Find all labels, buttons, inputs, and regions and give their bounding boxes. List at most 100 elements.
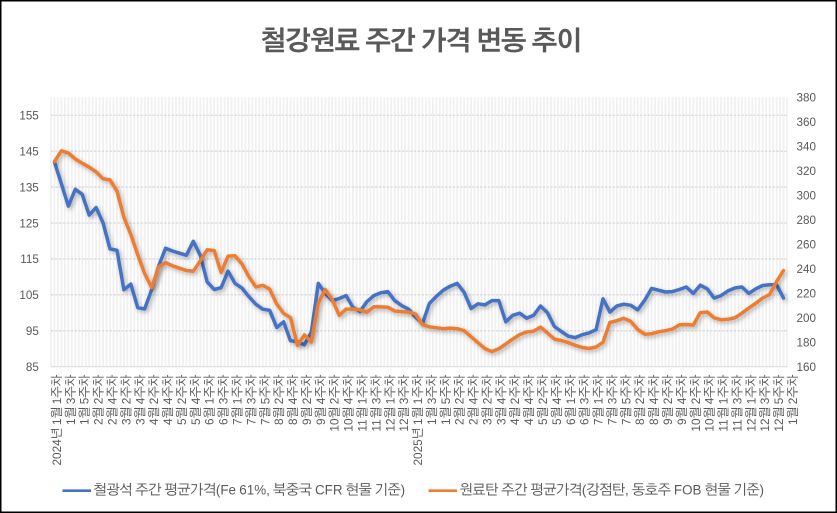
svg-text:3: 3 [605, 397, 619, 404]
svg-text:2: 2 [175, 398, 189, 405]
svg-text:3: 3 [494, 418, 508, 425]
svg-text:1: 1 [231, 398, 245, 405]
svg-text:1: 1 [592, 398, 606, 405]
svg-text:5: 5 [189, 418, 203, 425]
svg-text:9: 9 [661, 418, 675, 425]
svg-text:1: 1 [564, 398, 578, 405]
svg-text:340: 340 [797, 141, 817, 154]
svg-text:1: 1 [50, 418, 64, 425]
svg-text:8: 8 [647, 418, 661, 425]
svg-text:95: 95 [26, 325, 39, 338]
svg-text:2: 2 [467, 418, 481, 425]
svg-text:3: 3 [133, 418, 147, 425]
svg-text:8: 8 [272, 418, 286, 425]
svg-text:2: 2 [453, 398, 467, 405]
svg-text:10: 10 [689, 418, 703, 432]
svg-text:4: 4 [133, 397, 147, 404]
svg-text:2: 2 [661, 398, 675, 405]
svg-text:3: 3 [244, 397, 258, 404]
svg-text:1: 1 [383, 398, 397, 405]
svg-text:4: 4 [522, 418, 536, 425]
svg-text:1: 1 [786, 418, 800, 425]
svg-text:6: 6 [217, 418, 231, 425]
svg-text:7: 7 [592, 418, 606, 425]
svg-text:12: 12 [383, 418, 397, 431]
svg-text:2: 2 [481, 398, 495, 405]
svg-text:9: 9 [300, 418, 314, 425]
svg-text:200: 200 [797, 312, 817, 325]
svg-text:11: 11 [356, 419, 370, 431]
svg-text:2: 2 [92, 418, 106, 425]
svg-text:1: 1 [356, 398, 370, 405]
svg-text:145: 145 [19, 145, 38, 158]
svg-text:1: 1 [78, 418, 92, 425]
svg-text:): ) [401, 483, 405, 498]
svg-text:5: 5 [175, 418, 189, 425]
svg-text:280: 280 [797, 214, 817, 227]
svg-text:7: 7 [231, 418, 245, 425]
svg-text:3: 3 [758, 397, 772, 404]
svg-text:220: 220 [797, 288, 817, 301]
svg-text:1: 1 [425, 418, 439, 425]
svg-text:4: 4 [161, 418, 175, 425]
svg-text:3: 3 [481, 418, 495, 425]
svg-text:115: 115 [20, 253, 39, 266]
svg-text:5: 5 [550, 418, 564, 425]
svg-text:2: 2 [106, 418, 120, 425]
svg-text:3: 3 [64, 397, 78, 404]
svg-text:CFR: CFR [315, 483, 343, 498]
svg-text:9: 9 [314, 418, 328, 425]
svg-text:2: 2 [147, 398, 161, 405]
svg-text:11: 11 [730, 419, 744, 431]
svg-text:105: 105 [19, 289, 38, 302]
svg-text:4: 4 [161, 397, 175, 404]
svg-text:2: 2 [300, 398, 314, 405]
svg-text:6: 6 [203, 418, 217, 425]
svg-text:7: 7 [244, 418, 258, 425]
svg-text:,: , [625, 483, 629, 498]
svg-text:3: 3 [578, 397, 592, 404]
svg-text:1: 1 [50, 398, 64, 405]
svg-text:155: 155 [19, 110, 38, 123]
svg-text:5: 5 [439, 397, 453, 404]
svg-text:1: 1 [411, 418, 425, 425]
svg-text:4: 4 [147, 418, 161, 425]
svg-text:12: 12 [744, 418, 758, 431]
svg-text:1: 1 [64, 418, 78, 425]
svg-text:4: 4 [467, 397, 481, 404]
svg-text:240: 240 [797, 263, 817, 276]
svg-text:2: 2 [119, 398, 133, 405]
svg-text:3: 3 [397, 397, 411, 404]
svg-text:(Fe: (Fe [216, 483, 236, 498]
svg-text:2: 2 [536, 398, 550, 405]
svg-text:4: 4 [550, 397, 564, 404]
svg-text:6: 6 [564, 418, 578, 425]
svg-text:3: 3 [119, 418, 133, 425]
svg-text:2: 2 [689, 398, 703, 405]
svg-text:10: 10 [342, 418, 356, 432]
svg-text:8: 8 [286, 418, 300, 425]
svg-text:2: 2 [92, 398, 106, 405]
svg-text:380: 380 [797, 92, 817, 105]
svg-text:5: 5 [78, 397, 92, 404]
svg-text:2: 2 [272, 398, 286, 405]
svg-text:2: 2 [453, 418, 467, 425]
svg-text:1: 1 [411, 398, 425, 405]
svg-text:11: 11 [717, 419, 731, 431]
svg-text:10: 10 [328, 418, 342, 432]
svg-text:5: 5 [772, 397, 786, 404]
svg-text:4: 4 [703, 397, 717, 404]
svg-text:1: 1 [717, 398, 731, 405]
svg-text:3: 3 [369, 397, 383, 404]
svg-text:3: 3 [425, 397, 439, 404]
svg-text:135: 135 [19, 181, 38, 194]
svg-text:12: 12 [772, 418, 786, 431]
svg-text:2024: 2024 [50, 439, 64, 466]
svg-text:7: 7 [619, 418, 633, 425]
svg-text:3: 3 [217, 397, 231, 404]
svg-text:11: 11 [369, 419, 383, 431]
svg-text:5: 5 [536, 418, 550, 425]
svg-text:360: 360 [797, 116, 817, 129]
svg-text:4: 4 [522, 397, 536, 404]
svg-text:2025: 2025 [411, 439, 425, 466]
